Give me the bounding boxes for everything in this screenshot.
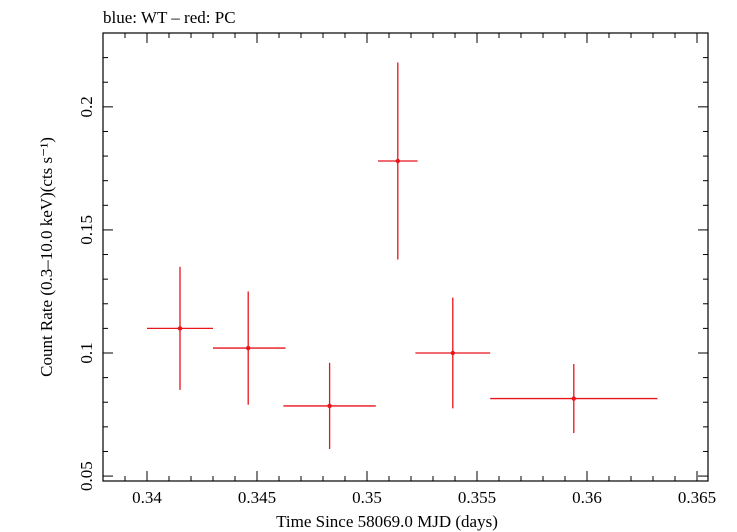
x-tick-labels: 0.34 0.345 0.35 0.355 0.36 0.365 [132, 488, 716, 507]
data-point [490, 364, 658, 433]
x-tick-label: 0.34 [132, 488, 162, 507]
point-marker [177, 326, 183, 331]
chart-title: blue: WT – red: PC [103, 8, 236, 27]
point-marker [395, 158, 400, 164]
data-point [283, 362, 376, 449]
data-point [213, 291, 286, 405]
point-marker [571, 396, 576, 401]
y-tick-labels: 0.05 0.1 0.15 0.2 [77, 96, 96, 491]
x-tick-label: 0.36 [572, 488, 602, 507]
data-points [147, 62, 658, 449]
point-marker [327, 403, 332, 409]
x-tick-label: 0.355 [458, 488, 496, 507]
y-axis-label: Count Rate (0.3–10.0 keV)(cts s⁻¹) [37, 137, 56, 377]
y-tick-label: 0.05 [77, 461, 96, 491]
y-tick-label: 0.15 [77, 215, 96, 245]
y-tick-label: 0.2 [77, 96, 96, 117]
data-point [378, 62, 418, 260]
x-axis-label: Time Since 58069.0 MJD (days) [276, 512, 498, 531]
axis-ticks [102, 32, 708, 481]
y-tick-label: 0.1 [77, 342, 96, 363]
data-point [415, 297, 491, 409]
plot-frame [102, 32, 709, 482]
point-marker [450, 350, 455, 356]
x-tick-label: 0.35 [352, 488, 382, 507]
point-marker [246, 345, 251, 351]
data-point [147, 266, 213, 390]
x-tick-label: 0.345 [238, 488, 276, 507]
x-tick-label: 0.365 [678, 488, 716, 507]
